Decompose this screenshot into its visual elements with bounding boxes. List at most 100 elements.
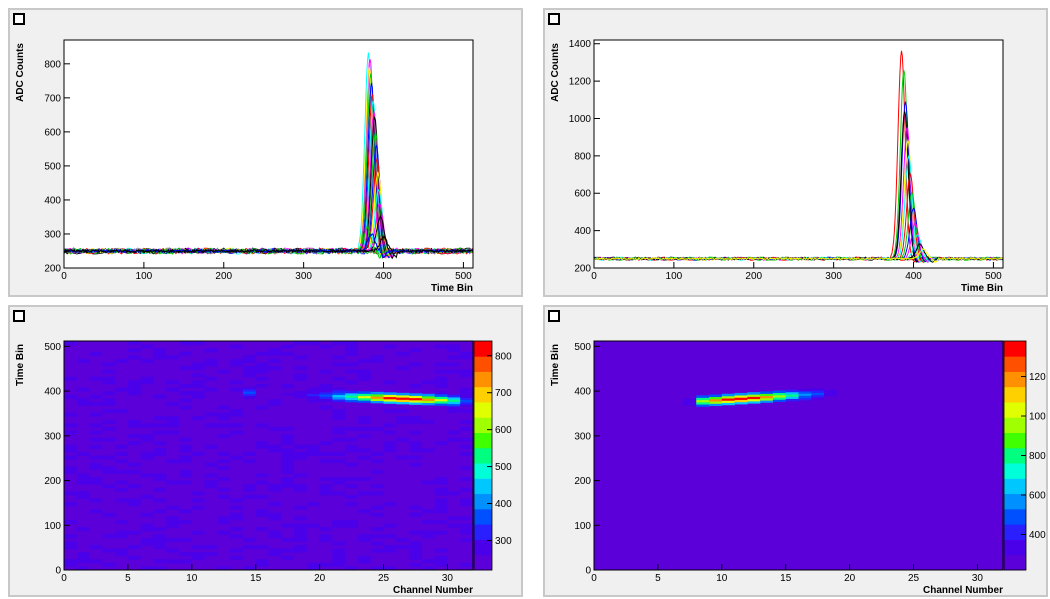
heatmap-cell bbox=[102, 408, 116, 414]
heatmap-cell bbox=[345, 476, 358, 482]
heatmap-cell bbox=[332, 416, 346, 421]
colorbar-segment bbox=[474, 402, 492, 411]
y-tick-label: 1400 bbox=[569, 39, 592, 50]
heatmap-cell bbox=[294, 444, 307, 449]
heatmap-cell bbox=[409, 505, 422, 510]
heatmap-track-cell bbox=[294, 393, 308, 396]
pad-select-checkbox[interactable] bbox=[13, 13, 25, 25]
heatmap-cell bbox=[460, 391, 473, 396]
heatmap-cell bbox=[319, 459, 333, 464]
heatmap-cell bbox=[89, 437, 103, 442]
heatmap-cell bbox=[268, 512, 282, 517]
heatmap-cell bbox=[332, 555, 346, 560]
heatmap-track-cell bbox=[447, 403, 461, 407]
heatmap-cell bbox=[64, 394, 77, 399]
heatmap-track-cell bbox=[242, 389, 257, 392]
heatmap-cell bbox=[319, 441, 333, 446]
x-tick-label: 200 bbox=[745, 271, 762, 282]
heatmap-cell bbox=[217, 423, 231, 428]
pad-select-checkbox[interactable] bbox=[548, 13, 560, 25]
heatmap-cell bbox=[115, 480, 128, 485]
heatmap-cell bbox=[179, 437, 192, 442]
heatmap-track-cell bbox=[383, 401, 397, 404]
heatmap-cell bbox=[102, 401, 116, 406]
heatmap-track-cell bbox=[447, 397, 461, 400]
heatmap-cell bbox=[153, 451, 167, 456]
colorbar-segment bbox=[474, 539, 492, 548]
heatmap-cell bbox=[230, 527, 243, 532]
heatmap-cell bbox=[140, 451, 154, 456]
heatmap-cell bbox=[127, 348, 141, 353]
heatmap-track-cell bbox=[683, 405, 697, 408]
heatmap-cell bbox=[255, 527, 269, 532]
heatmap-cell bbox=[345, 341, 358, 346]
colorbar-tick-label: 300 bbox=[495, 536, 512, 547]
heatmap-cell bbox=[115, 519, 128, 524]
heatmap-cell bbox=[447, 362, 461, 367]
heatmap-track-cell bbox=[460, 404, 474, 407]
heatmap-cell bbox=[230, 455, 243, 460]
heatmap-cell bbox=[89, 466, 103, 471]
heatmap-cell bbox=[64, 544, 77, 550]
colorbar-segment bbox=[1004, 348, 1026, 357]
heatmap-track-cell bbox=[798, 393, 812, 396]
heatmap-cell bbox=[179, 366, 192, 371]
heatmap-cell bbox=[281, 426, 295, 431]
heatmap-track-cell bbox=[294, 397, 308, 401]
heatmap-cell bbox=[460, 562, 473, 567]
pad-select-checkbox[interactable] bbox=[13, 310, 25, 322]
heatmap-cell bbox=[345, 444, 358, 449]
colorbar-segment bbox=[1004, 531, 1026, 540]
heatmap-cell bbox=[76, 559, 90, 564]
colorbar-segment bbox=[1004, 379, 1026, 388]
heatmap-cell bbox=[383, 430, 397, 435]
colorbar-segment bbox=[1004, 539, 1026, 548]
heatmap-track-cell bbox=[409, 397, 423, 401]
heatmap-track-cell bbox=[281, 390, 295, 394]
heatmap-cell bbox=[434, 562, 448, 567]
heatmap-cell bbox=[434, 476, 448, 482]
heatmap-cell bbox=[281, 434, 295, 439]
colorbar-segment bbox=[474, 447, 492, 456]
heatmap-cell bbox=[460, 387, 473, 392]
colorbar-segment bbox=[1004, 516, 1026, 525]
heatmap-cell bbox=[383, 423, 397, 428]
heatmap-cell bbox=[115, 459, 128, 464]
heatmap-cell bbox=[153, 537, 167, 542]
heatmap-cell bbox=[191, 416, 205, 421]
colorbar-segment bbox=[474, 432, 492, 441]
heatmap-cell bbox=[166, 505, 180, 510]
heatmap-cell bbox=[230, 380, 243, 385]
heatmap-cell bbox=[191, 491, 205, 496]
y-tick-label: 500 bbox=[44, 161, 61, 172]
heatmap-cell bbox=[319, 527, 333, 532]
plot-background bbox=[64, 40, 473, 268]
heatmap-cell bbox=[281, 555, 295, 560]
heatmap-cell bbox=[102, 362, 116, 367]
heatmap-cell bbox=[421, 509, 435, 514]
heatmap-cell bbox=[281, 448, 295, 453]
heatmap-cell bbox=[383, 523, 397, 528]
heatmap-track-cell bbox=[460, 399, 474, 403]
colorbar-segment bbox=[1004, 463, 1026, 472]
heatmap-cell bbox=[153, 498, 167, 503]
colorbar-segment bbox=[474, 417, 492, 426]
heatmap-cell bbox=[294, 516, 307, 521]
heatmap-cell bbox=[64, 423, 77, 428]
heatmap-cell bbox=[153, 541, 167, 546]
heatmap-cell bbox=[447, 491, 461, 496]
colorbar-segment bbox=[1004, 356, 1026, 365]
colorbar-segment bbox=[474, 356, 492, 365]
heatmap-cell bbox=[255, 441, 269, 446]
pad-select-checkbox[interactable] bbox=[548, 310, 560, 322]
heatmap-cell bbox=[294, 376, 307, 381]
y-tick-label: 800 bbox=[44, 59, 61, 70]
heatmap-cell bbox=[127, 341, 141, 346]
heatmap-track-cell bbox=[242, 393, 257, 397]
heatmap-cell bbox=[434, 498, 448, 503]
heatmap-cell bbox=[409, 544, 422, 550]
heatmap-cell bbox=[396, 537, 410, 542]
heatmap-cell bbox=[383, 408, 397, 414]
heatmap-cell bbox=[204, 358, 218, 363]
